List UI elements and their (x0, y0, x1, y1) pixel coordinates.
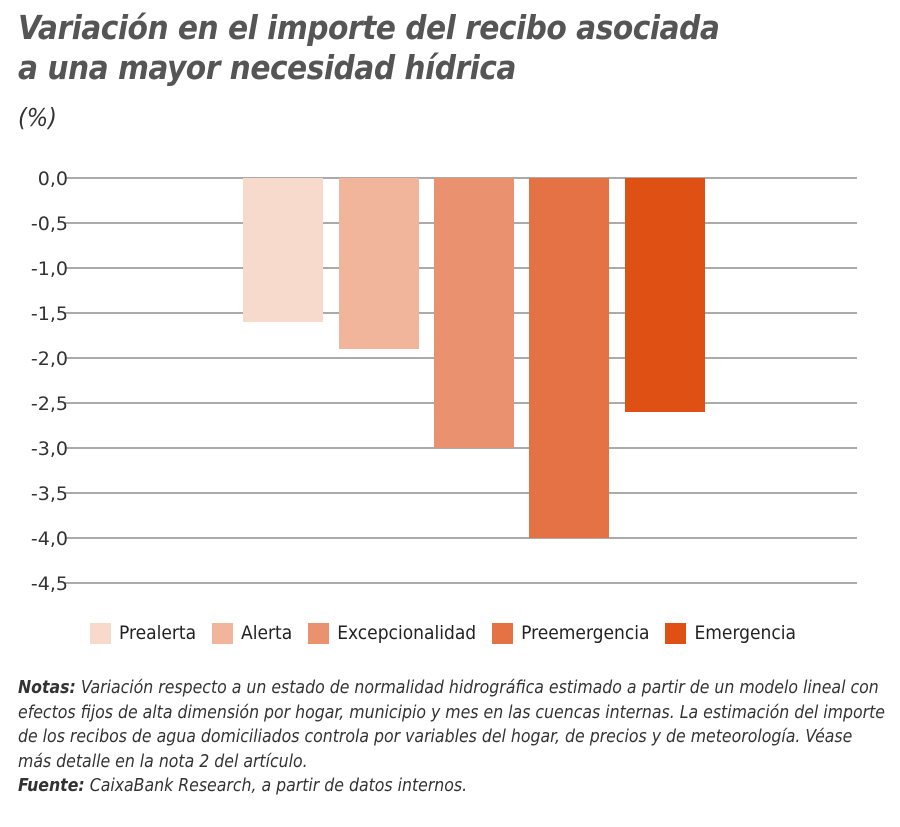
chart-title: Variación en el importe del recibo asoci… (18, 8, 720, 88)
y-tick-label: -2,5 (31, 393, 68, 415)
legend-item: Alerta (212, 622, 292, 644)
source-label: Fuente: (18, 776, 85, 796)
y-tick-label: -1,5 (31, 303, 68, 325)
y-tick-label: -3,0 (31, 438, 68, 460)
y-tick-label: -3,5 (31, 483, 68, 505)
legend-label: Alerta (241, 622, 293, 644)
legend-swatch (492, 622, 514, 644)
legend-swatch (212, 622, 234, 644)
legend-label: Preemergencia (521, 622, 650, 644)
bar-preemergencia (529, 178, 609, 538)
y-tick-label: -0,5 (31, 213, 68, 235)
legend-item: Prealerta (90, 622, 196, 644)
title-line-1: Variación en el importe del recibo asoci… (18, 8, 720, 47)
bar-prealerta (243, 178, 323, 322)
y-tick-label: -1,0 (31, 258, 68, 280)
y-tick-label: -4,0 (31, 528, 68, 550)
legend-swatch (665, 622, 687, 644)
bar-emergencia (625, 178, 705, 412)
unit-label: (%) (18, 103, 57, 132)
title-line-2: a una mayor necesidad hídrica (18, 48, 516, 87)
notes-text: Variación respecto a un estado de normal… (18, 678, 885, 772)
y-tick-label: -4,5 (31, 573, 68, 595)
bar-excepcionalidad (434, 178, 514, 448)
source-text: CaixaBank Research, a partir de datos in… (84, 776, 468, 796)
legend-item: Emergencia (665, 622, 796, 644)
bar-chart: 0,0 -0,5 -1,0 -1,5 -2,0 -2,5 -3,0 -3,5 -4,0 -4,5 (31, 168, 857, 595)
legend-label: Excepcionalidad (337, 622, 477, 644)
legend-label: Prealerta (119, 622, 197, 644)
bar-alerta (339, 178, 419, 349)
legend-label: Emergencia (694, 622, 796, 644)
legend-item: Excepcionalidad (308, 622, 476, 644)
legend-swatch (308, 622, 330, 644)
legend-swatch (90, 622, 111, 644)
notes-label: Notas: (18, 678, 76, 698)
y-tick-label: -2,0 (31, 348, 68, 370)
legend-item: Preemergencia (492, 622, 649, 644)
y-tick-label: 0,0 (38, 168, 68, 190)
notes: Notas: Variación respecto a un estado de… (18, 676, 888, 799)
legend: Prealerta Alerta Excepcionalidad Preemergen… (90, 622, 796, 644)
